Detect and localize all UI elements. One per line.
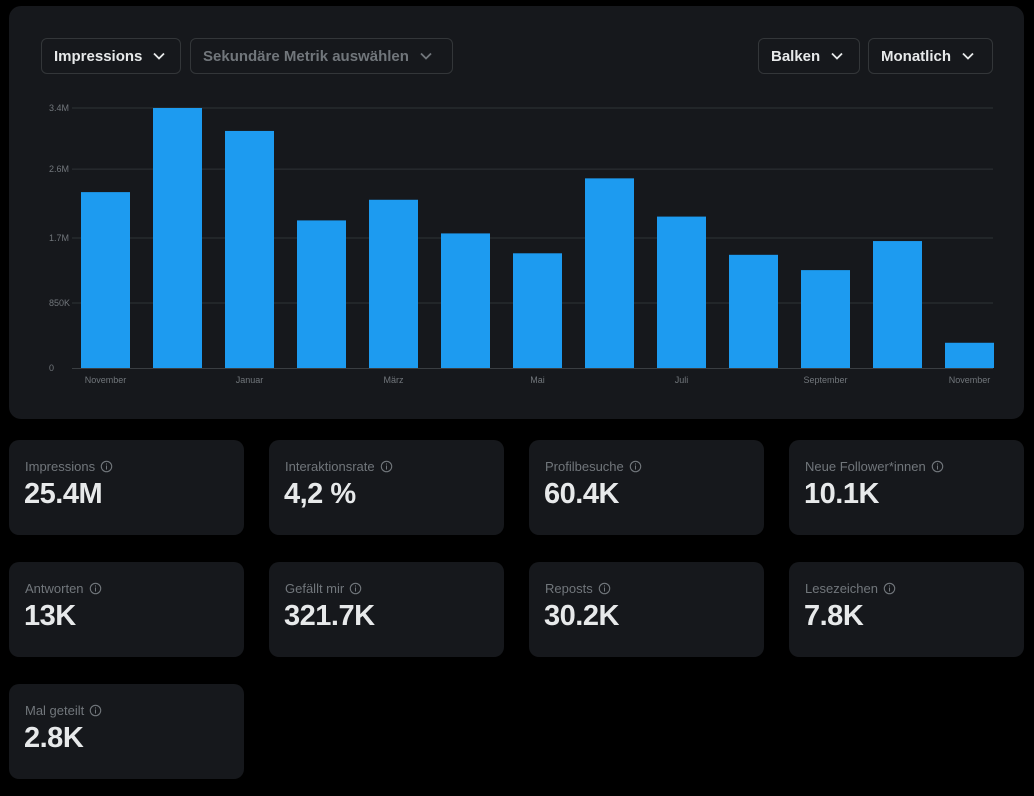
y-tick-label: 3.4M <box>49 103 69 113</box>
period-label: Monatlich <box>881 47 951 65</box>
info-icon[interactable] <box>629 460 642 473</box>
chart-bar[interactable] <box>729 254 778 368</box>
stat-label: Gefällt mir <box>285 581 345 596</box>
x-tick-label: Mai <box>530 375 545 385</box>
secondary-metric-label: Sekundäre Metrik auswählen <box>203 47 409 65</box>
stat-label: Neue Follower*innen <box>805 459 926 474</box>
stat-label: Impressions <box>25 459 96 474</box>
y-tick-label: 0 <box>49 363 54 373</box>
stat-label-row: Gefällt mir <box>285 581 362 596</box>
stat-card-new-followers: Neue Follower*innen 10.1K <box>789 440 1024 535</box>
period-dropdown[interactable]: Monatlich <box>868 38 993 74</box>
chart-bar[interactable] <box>81 192 130 368</box>
chevron-down-icon <box>419 49 433 63</box>
stat-value: 7.8K <box>804 600 864 632</box>
info-icon[interactable] <box>931 460 944 473</box>
stat-label-row: Interaktionsrate <box>285 459 393 474</box>
chevron-down-icon <box>961 49 975 63</box>
chart-bar[interactable] <box>945 342 994 368</box>
chart-bar[interactable] <box>369 199 418 368</box>
stat-card-bookmarks: Lesezeichen 7.8K <box>789 562 1024 657</box>
stat-card-shares: Mal geteilt 2.8K <box>9 684 244 779</box>
stat-card-reposts: Reposts 30.2K <box>529 562 764 657</box>
stat-label-row: Lesezeichen <box>805 581 896 596</box>
stat-label-row: Profilbesuche <box>545 459 642 474</box>
primary-metric-label: Impressions <box>54 47 143 65</box>
stat-card-engagement-rate: Interaktionsrate 4,2 % <box>269 440 504 535</box>
info-icon[interactable] <box>380 460 393 473</box>
x-tick-label: März <box>384 375 404 385</box>
chart-bar[interactable] <box>441 233 490 368</box>
stat-value: 4,2 % <box>284 478 356 510</box>
stat-value: 13K <box>24 600 76 632</box>
chart-type-dropdown[interactable]: Balken <box>758 38 860 74</box>
stat-label-row: Antworten <box>25 581 102 596</box>
stat-value: 30.2K <box>544 600 619 632</box>
stat-label-row: Mal geteilt <box>25 703 102 718</box>
info-icon[interactable] <box>89 704 102 717</box>
x-tick-label: Januar <box>236 375 264 385</box>
stat-card-profile-visits: Profilbesuche 60.4K <box>529 440 764 535</box>
stat-value: 25.4M <box>24 478 103 510</box>
stat-label-row: Impressions <box>25 459 113 474</box>
info-icon[interactable] <box>883 582 896 595</box>
y-tick-label: 850K <box>49 298 70 308</box>
y-tick-label: 2.6M <box>49 164 69 174</box>
chevron-down-icon <box>830 49 844 63</box>
chart-bar[interactable] <box>585 178 634 368</box>
stat-label: Antworten <box>25 581 84 596</box>
bar-chart: 0 850K 1.7M 2.6M 3.4M November Januar März Mai Ju… <box>49 103 994 385</box>
stat-card-impressions: Impressions 25.4M <box>9 440 244 535</box>
stat-label: Reposts <box>545 581 593 596</box>
x-tick-label: Juli <box>675 375 689 385</box>
stat-label: Mal geteilt <box>25 703 85 718</box>
stat-label-row: Reposts <box>545 581 611 596</box>
stat-label: Lesezeichen <box>805 581 878 596</box>
x-tick-label: November <box>85 375 127 385</box>
chevron-down-icon <box>152 49 166 63</box>
y-tick-label: 1.7M <box>49 233 69 243</box>
info-icon[interactable] <box>598 582 611 595</box>
stat-label-row: Neue Follower*innen <box>805 459 944 474</box>
stat-label: Interaktionsrate <box>285 459 375 474</box>
chart-panel: 0 850K 1.7M 2.6M 3.4M November Januar März Mai Ju… <box>9 6 1024 419</box>
chart-bar[interactable] <box>873 241 922 368</box>
chart-bar[interactable] <box>153 108 202 368</box>
chart-bar[interactable] <box>513 253 562 368</box>
chart-bar[interactable] <box>657 216 706 368</box>
stat-value: 2.8K <box>24 722 84 754</box>
stat-card-replies: Antworten 13K <box>9 562 244 657</box>
x-tick-label: November <box>949 375 991 385</box>
secondary-metric-dropdown[interactable]: Sekundäre Metrik auswählen <box>190 38 453 74</box>
stat-label: Profilbesuche <box>545 459 624 474</box>
primary-metric-dropdown[interactable]: Impressions <box>41 38 181 74</box>
stat-value: 60.4K <box>544 478 619 510</box>
stat-value: 321.7K <box>284 600 375 632</box>
stat-card-likes: Gefällt mir 321.7K <box>269 562 504 657</box>
chart-bar[interactable] <box>801 270 850 368</box>
x-tick-label: September <box>803 375 847 385</box>
chart-type-label: Balken <box>771 47 821 65</box>
info-icon[interactable] <box>100 460 113 473</box>
chart-bar[interactable] <box>225 130 274 368</box>
chart-bar[interactable] <box>297 220 346 368</box>
info-icon[interactable] <box>89 582 102 595</box>
stat-value: 10.1K <box>804 478 879 510</box>
info-icon[interactable] <box>349 582 362 595</box>
